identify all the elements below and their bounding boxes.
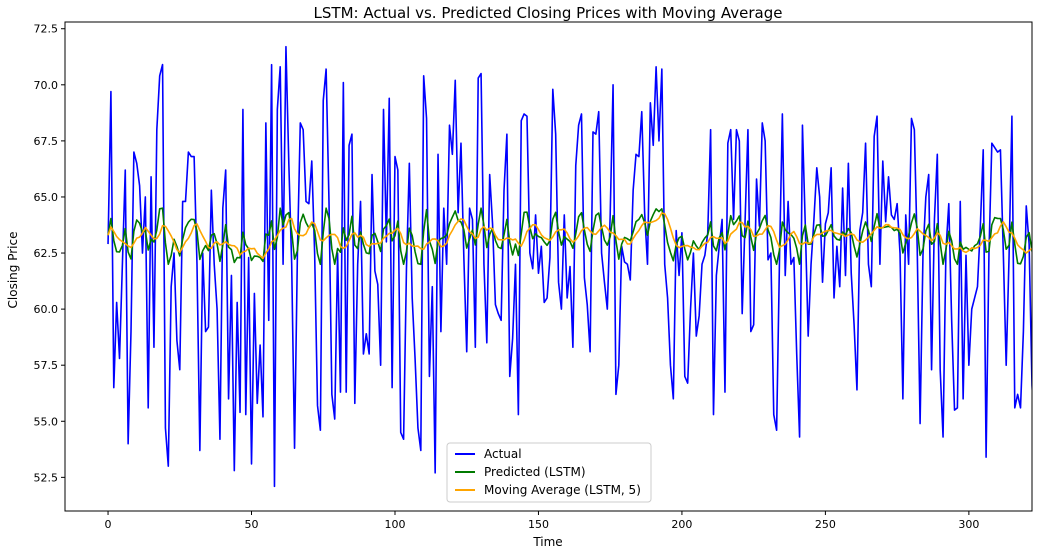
- y-tick-label: 55.0: [34, 415, 59, 428]
- y-tick-label: 62.5: [34, 247, 59, 260]
- y-axis-label: Closing Price: [6, 232, 20, 309]
- series-line-moving-average: [107, 212, 1032, 260]
- x-tick-label: 50: [245, 518, 259, 531]
- chart-title: LSTM: Actual vs. Predicted Closing Price…: [314, 4, 783, 22]
- y-tick-label: 57.5: [34, 359, 59, 372]
- legend: Actual Predicted (LSTM) Moving Average (…: [446, 442, 652, 503]
- x-tick-label: 100: [384, 518, 405, 531]
- legend-label-moving-average: Moving Average (LSTM, 5): [484, 483, 641, 497]
- y-axis: 52.5 55.0 57.5 60.0 62.5 65.0 67.5 70.0 72.5: [34, 23, 65, 484]
- x-tick-label: 250: [815, 518, 836, 531]
- x-axis-label: Time: [532, 535, 562, 549]
- x-tick-label: 300: [958, 518, 979, 531]
- y-tick-label: 60.0: [34, 303, 59, 316]
- x-tick-label: 150: [528, 518, 549, 531]
- x-axis: 0 50 100 150 200 250 300: [105, 511, 979, 531]
- y-tick-label: 65.0: [34, 191, 59, 204]
- series-line-predicted: [107, 207, 1032, 266]
- legend-box: [446, 442, 652, 503]
- plot-area: [107, 45, 1032, 488]
- y-tick-label: 52.5: [34, 471, 59, 484]
- x-tick-label: 0: [105, 518, 112, 531]
- legend-label-actual: Actual: [484, 447, 522, 461]
- y-tick-label: 70.0: [34, 79, 59, 92]
- y-tick-label: 72.5: [34, 23, 59, 36]
- plot-frame: [64, 21, 1033, 512]
- x-tick-label: 200: [671, 518, 692, 531]
- legend-label-predicted: Predicted (LSTM): [484, 465, 586, 479]
- y-tick-label: 67.5: [34, 135, 59, 148]
